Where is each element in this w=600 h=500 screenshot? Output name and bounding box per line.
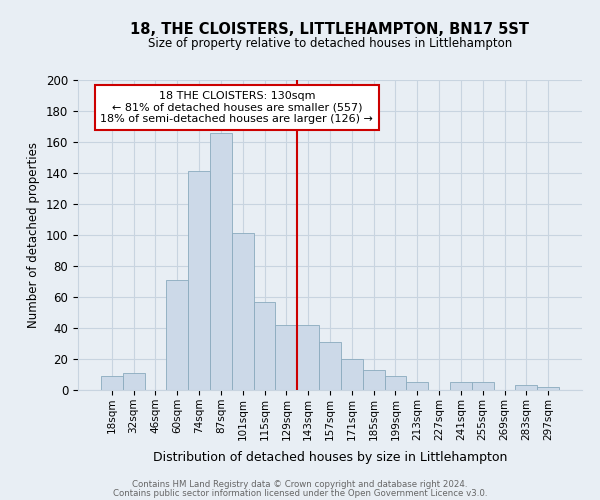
Text: 18 THE CLOISTERS: 130sqm
← 81% of detached houses are smaller (557)
18% of semi-: 18 THE CLOISTERS: 130sqm ← 81% of detach…: [100, 91, 373, 124]
Bar: [515, 386, 537, 390]
X-axis label: Distribution of detached houses by size in Littlehampton: Distribution of detached houses by size …: [153, 451, 507, 464]
Text: 18, THE CLOISTERS, LITTLEHAMPTON, BN17 5ST: 18, THE CLOISTERS, LITTLEHAMPTON, BN17 5…: [131, 22, 530, 38]
Bar: [537, 387, 559, 390]
Bar: [101, 376, 123, 390]
Bar: [188, 172, 210, 390]
Text: Contains HM Land Registry data © Crown copyright and database right 2024.: Contains HM Land Registry data © Crown c…: [132, 480, 468, 489]
Bar: [341, 359, 363, 390]
Bar: [319, 342, 341, 390]
Bar: [297, 325, 319, 390]
Bar: [406, 382, 428, 390]
Text: Size of property relative to detached houses in Littlehampton: Size of property relative to detached ho…: [148, 38, 512, 51]
Bar: [472, 382, 494, 390]
Bar: [166, 280, 188, 390]
Text: Contains public sector information licensed under the Open Government Licence v3: Contains public sector information licen…: [113, 488, 487, 498]
Bar: [254, 302, 275, 390]
Bar: [363, 370, 385, 390]
Bar: [210, 132, 232, 390]
Bar: [450, 382, 472, 390]
Bar: [275, 325, 297, 390]
Bar: [232, 234, 254, 390]
Bar: [385, 376, 406, 390]
Bar: [123, 373, 145, 390]
Y-axis label: Number of detached properties: Number of detached properties: [28, 142, 40, 328]
